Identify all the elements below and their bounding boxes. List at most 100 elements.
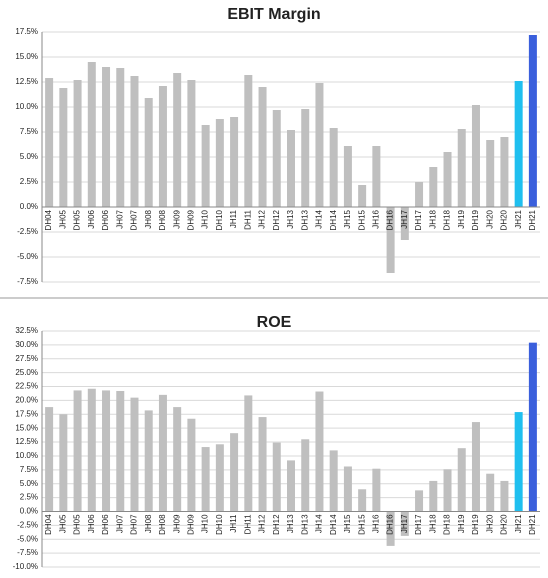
bar xyxy=(144,98,153,207)
bar xyxy=(301,439,310,512)
y-tick-label: 10.0% xyxy=(15,451,38,460)
y-tick-label: 12.5% xyxy=(15,437,38,446)
y-tick-label: -2.5% xyxy=(17,520,38,529)
x-tick-label: DH12 xyxy=(272,209,281,230)
x-tick-label: DH05 xyxy=(73,514,82,535)
x-tick-label: DH04 xyxy=(44,514,53,535)
x-tick-label: DH18 xyxy=(443,209,452,230)
x-tick-label: JH17 xyxy=(400,209,409,228)
bar xyxy=(244,75,253,207)
y-tick-label: 15.0% xyxy=(15,423,38,432)
x-tick-label: JH19 xyxy=(457,209,466,228)
bar xyxy=(158,86,167,207)
bar xyxy=(500,137,509,207)
x-tick-label: JH16 xyxy=(371,514,380,533)
y-tick-label: 0.0% xyxy=(20,202,38,211)
y-tick-label: 17.5% xyxy=(15,409,38,418)
x-tick-label: DH05 xyxy=(73,209,82,230)
bar xyxy=(486,473,495,512)
bar xyxy=(343,146,352,207)
y-tick-label: -7.5% xyxy=(17,277,38,286)
bar xyxy=(358,489,367,512)
bar xyxy=(514,412,523,512)
bar xyxy=(358,185,367,207)
x-tick-label: JH17 xyxy=(400,514,409,533)
bar xyxy=(102,67,111,207)
bar xyxy=(500,480,509,512)
bar xyxy=(415,490,424,512)
bar xyxy=(372,468,381,512)
x-tick-label: DH08 xyxy=(158,209,167,230)
y-tick-label: 20.0% xyxy=(15,396,38,405)
bar xyxy=(130,76,139,207)
bar xyxy=(486,140,495,207)
bar xyxy=(386,511,395,546)
bar xyxy=(514,81,523,207)
bar xyxy=(116,68,125,207)
x-tick-label: JH07 xyxy=(115,209,124,228)
x-tick-label: JH14 xyxy=(315,514,324,533)
bar xyxy=(215,444,224,512)
x-tick-label: DH11 xyxy=(243,514,252,534)
bar xyxy=(429,167,438,207)
x-tick-label: JH09 xyxy=(172,514,181,533)
bar xyxy=(372,146,381,207)
x-tick-label: JH14 xyxy=(315,209,324,228)
bar xyxy=(471,422,480,512)
x-tick-label: JH13 xyxy=(286,514,295,533)
x-tick-label: DH19 xyxy=(471,514,480,535)
bar xyxy=(272,110,281,207)
x-tick-label: JH20 xyxy=(485,209,494,228)
bar xyxy=(457,129,466,207)
y-tick-label: 2.5% xyxy=(20,177,38,186)
x-tick-label: JH18 xyxy=(428,209,437,228)
bar xyxy=(400,511,409,536)
bar xyxy=(343,466,352,512)
bar xyxy=(215,119,224,207)
bar xyxy=(287,130,295,207)
bar xyxy=(230,433,239,512)
x-tick-label: JH10 xyxy=(201,209,210,228)
x-tick-label: JH07 xyxy=(115,514,124,533)
bar xyxy=(73,390,82,512)
x-tick-label: JH05 xyxy=(58,209,67,228)
y-tick-label: -2.5% xyxy=(17,227,38,236)
x-tick-label: DH10 xyxy=(215,514,224,535)
bar xyxy=(457,448,466,512)
y-tick-label: 7.5% xyxy=(20,127,38,136)
bar xyxy=(187,418,196,512)
x-tick-label: DH20 xyxy=(500,209,509,230)
bar xyxy=(443,152,452,207)
bar xyxy=(144,410,153,512)
bar xyxy=(158,394,167,512)
bar xyxy=(329,128,338,207)
x-tick-label: JH11 xyxy=(229,514,238,533)
bar xyxy=(130,397,139,512)
x-tick-label: DH11 xyxy=(243,209,252,229)
x-tick-label: JH08 xyxy=(144,514,153,533)
y-tick-label: -7.5% xyxy=(17,548,38,557)
bar xyxy=(258,87,267,207)
x-tick-label: DH13 xyxy=(300,514,309,535)
x-tick-label: JH10 xyxy=(201,514,210,533)
x-tick-label: JH06 xyxy=(87,514,96,533)
x-tick-label: DH17 xyxy=(414,209,423,230)
x-tick-label: DH19 xyxy=(471,209,480,230)
x-tick-label: DH18 xyxy=(443,514,452,535)
bar xyxy=(187,80,196,207)
x-tick-label: DH16 xyxy=(386,209,395,230)
y-tick-label: -5.0% xyxy=(17,252,38,261)
x-tick-label: DH14 xyxy=(329,209,338,230)
y-tick-label: 22.5% xyxy=(15,382,38,391)
bar xyxy=(400,207,409,240)
bar xyxy=(287,460,295,512)
bar xyxy=(443,469,452,512)
bar xyxy=(471,105,480,207)
y-tick-label: 25.0% xyxy=(15,368,38,377)
bar xyxy=(59,414,68,512)
bar xyxy=(173,407,182,512)
bar xyxy=(230,117,239,207)
x-tick-label: JH06 xyxy=(87,209,96,228)
x-tick-label: DH15 xyxy=(357,209,366,230)
bar xyxy=(45,407,54,512)
